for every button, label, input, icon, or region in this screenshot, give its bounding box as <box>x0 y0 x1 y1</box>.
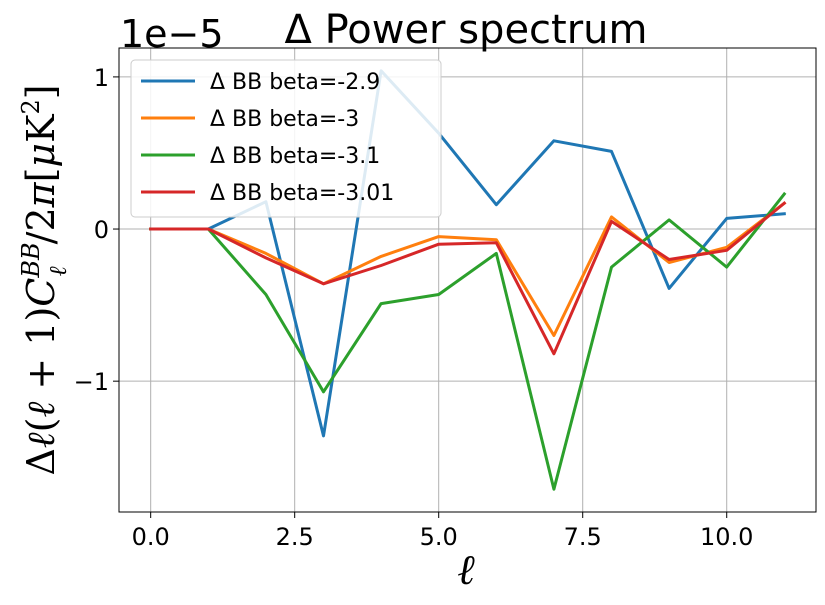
legend-label: Δ BB beta=-3 <box>210 107 359 132</box>
x-tick-label: 7.5 <box>564 523 602 551</box>
x-axis-label: ℓ <box>457 545 475 594</box>
series-line <box>149 191 787 491</box>
axis-ticks: 0.0 2.5 5.0 7.5 10.0 −1 0 1 <box>74 64 754 551</box>
x-tick-label: 5.0 <box>420 523 458 551</box>
legend-label: Δ BB beta=-3.01 <box>210 181 394 206</box>
x-tick-label: 0.0 <box>132 523 170 551</box>
legend-label: Δ BB beta=-2.9 <box>210 70 380 95</box>
legend-label: Δ BB beta=-3.1 <box>210 144 380 169</box>
y-tick-label: −1 <box>74 368 109 396</box>
y-tick-label: 0 <box>94 216 109 244</box>
legend-box <box>130 59 442 218</box>
chart-title: Δ Power spectrum <box>284 7 647 53</box>
y-offset-text: 1e−5 <box>120 12 224 56</box>
plot-frame <box>118 47 817 513</box>
y-axis-label: Δℓ(ℓ + 1)CBBℓ/2π[μK2] <box>17 84 72 475</box>
series-line <box>149 201 787 337</box>
y-tick-label: 1 <box>94 64 109 92</box>
series-lines <box>149 69 787 491</box>
y-axis-label-text: Δℓ(ℓ + 1)CBBℓ/2π[μK2] <box>17 84 72 475</box>
legend: Δ BB beta=-2.9 Δ BB beta=-3 Δ BB beta=-3.1… <box>141 70 394 206</box>
x-tick-label: 10.0 <box>700 523 753 551</box>
series-line <box>149 201 787 356</box>
x-tick-label: 2.5 <box>276 523 314 551</box>
